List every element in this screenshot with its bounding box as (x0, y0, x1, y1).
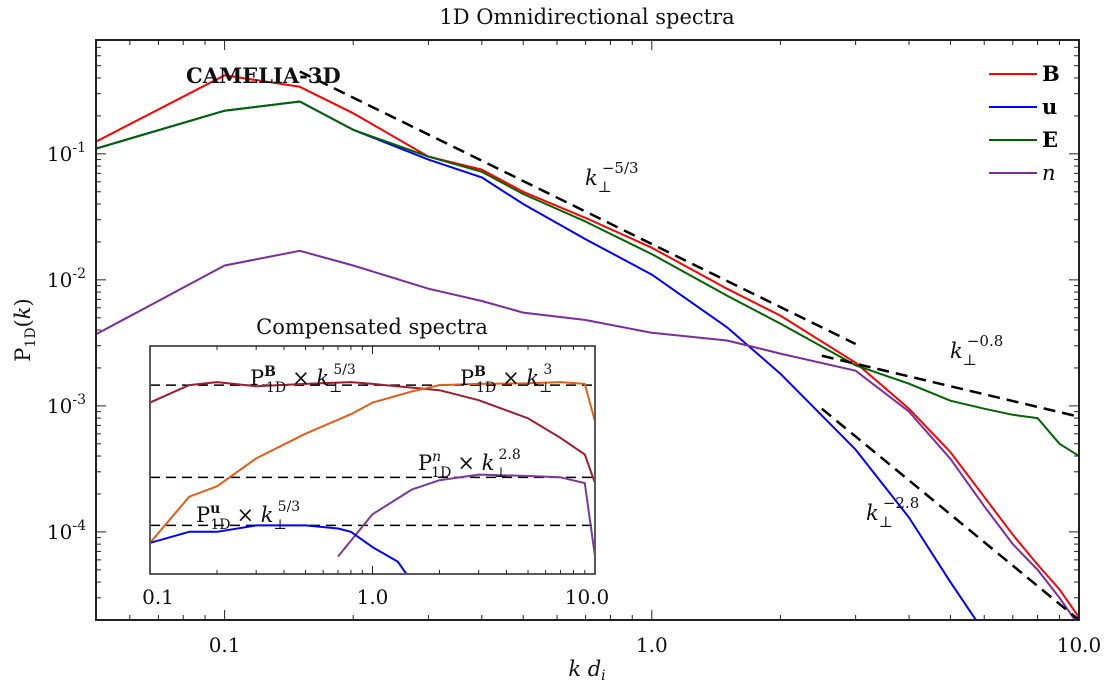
x-axis-title: k di (568, 657, 605, 684)
main-chart-title: 1D Omnidirectional spectra (439, 5, 734, 29)
reference-line (299, 70, 857, 346)
inset-reference-levels (151, 384, 594, 527)
inset-series-group (151, 381, 594, 573)
reference-line-label: k⊥−0.8 (950, 332, 1003, 369)
inset-series-label: PB 1D × k⊥3 (460, 362, 552, 396)
reference-line-label: k⊥−2.8 (866, 494, 919, 531)
camelia-label: CAMELIA-3D (186, 63, 341, 88)
x-tick-label: 1.0 (636, 633, 668, 657)
y-tick-label: 10-4 (47, 518, 86, 544)
inset-x-tick-label: 10.0 (565, 585, 610, 609)
inset-series-label: Pn 1D × k⊥2.8 (418, 447, 521, 481)
legend-label: n (1042, 161, 1056, 185)
svg-text:k di: k di (568, 657, 605, 684)
reference-line-label: k⊥−5/3 (585, 159, 639, 196)
main-tick-labels: 0.1 1.0 10.0 10-4 10-3 10-2 10-1 (47, 140, 1101, 657)
inset-axis-ticks (149, 346, 596, 574)
y-axis-title: P1D(k) (11, 298, 39, 361)
x-tick-label: 10.0 (1057, 633, 1102, 657)
reference-lines-group (299, 70, 1078, 619)
main-series-group (97, 74, 1078, 619)
main-axis-ticks (95, 39, 1080, 621)
inset-series-label: PB 1D × k⊥5/3 (250, 362, 356, 396)
x-tick-label: 0.1 (209, 633, 241, 657)
reference-line (821, 407, 1078, 619)
inset-series-line (151, 381, 594, 484)
series-line-n (97, 249, 1076, 619)
reference-line (821, 354, 1078, 418)
legend-label: u (1042, 94, 1057, 119)
reference-line-labels: k⊥−5/3 k⊥−0.8 k⊥−2.8 (585, 159, 1003, 531)
inset-series-label: Pu 1D × k⊥5/3 (196, 499, 300, 533)
inset-chart-title: Compensated spectra (256, 315, 488, 339)
inset-x-tick-label: 0.1 (142, 585, 174, 609)
y-tick-label: 10-1 (47, 140, 86, 166)
inset-series-labels: PB 1D × k⊥5/3 PB 1D × k⊥3 Pn 1D × k⊥2.8 Pu 1D × k⊥5… (196, 362, 552, 533)
inset-series-line (151, 524, 407, 573)
legend-label: B (1042, 61, 1060, 86)
y-tick-label: 10-3 (47, 392, 86, 418)
inset-series-line (337, 473, 594, 558)
svg-text:P1D(k): P1D(k) (11, 298, 39, 361)
y-tick-label: 10-2 (47, 266, 86, 292)
series-line-B (97, 74, 1078, 618)
inset-tick-labels: 0.1 1.0 10.0 (142, 585, 609, 609)
inset-x-tick-label: 1.0 (357, 585, 389, 609)
inset-series-line (151, 381, 594, 544)
series-line-E (97, 100, 1078, 457)
legend-label: E (1042, 127, 1058, 152)
